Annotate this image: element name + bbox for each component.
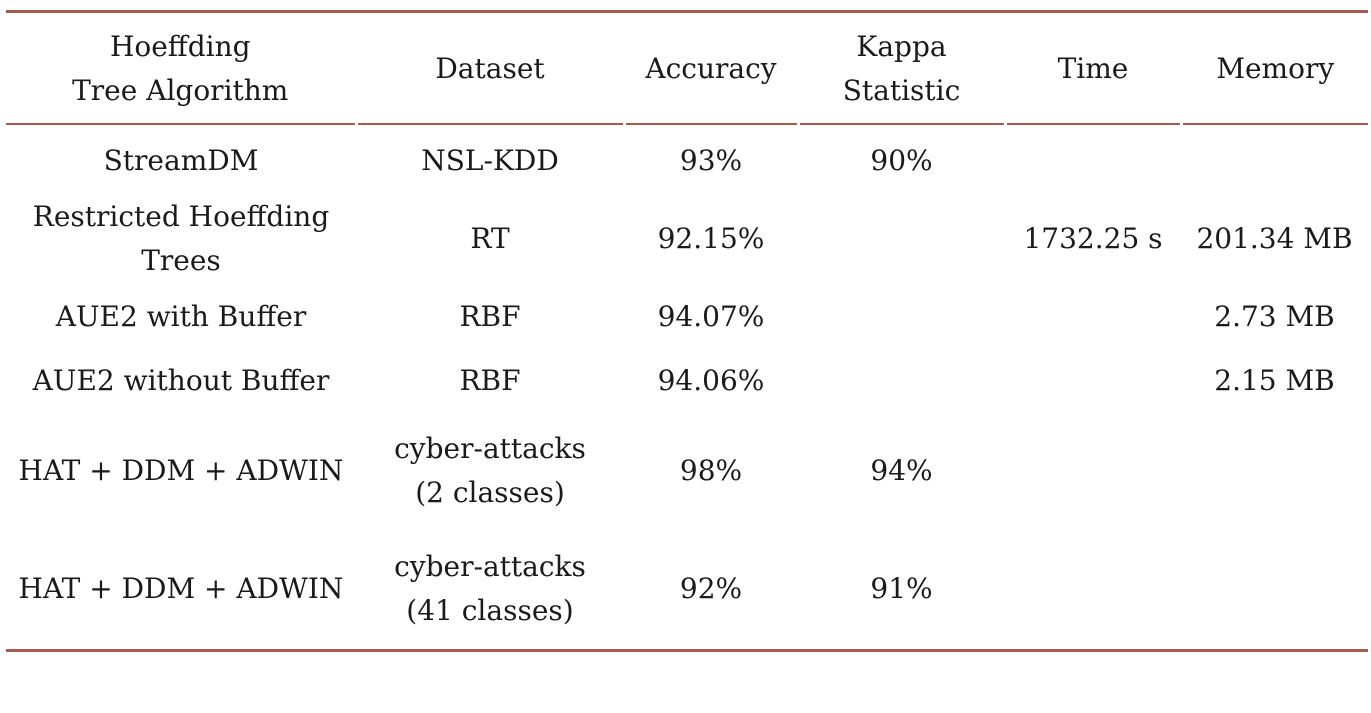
- table-row: StreamDM NSL-KDD 93% 90%: [6, 124, 1368, 193]
- table-row: AUE2 without Buffer RBF 94.06% 2.15 MB: [6, 349, 1368, 413]
- cell-time: [1005, 529, 1181, 652]
- cell-memory: [1181, 529, 1368, 652]
- header-kappa-statistic: Kappa Statistic: [796, 10, 1005, 125]
- table-body: StreamDM NSL-KDD 93% 90% Restricted Hoef…: [6, 124, 1368, 652]
- cell-dataset: RBF: [459, 364, 521, 397]
- cell-kappa: 90%: [870, 144, 933, 177]
- table-row: Restricted Hoeffding Trees RT 92.15% 173…: [6, 193, 1368, 285]
- cell-dataset: cyber-attacks (41 classes): [356, 529, 624, 652]
- cell-memory: [1181, 124, 1368, 193]
- cell-kappa: [798, 349, 1005, 413]
- cell-dataset: NSL-KDD: [421, 144, 559, 177]
- cell-algorithm: AUE2 with Buffer: [55, 300, 307, 333]
- cell-dataset: RBF: [459, 300, 521, 333]
- cell-algorithm: StreamDM: [103, 144, 259, 177]
- cell-time: [1005, 124, 1181, 193]
- header-time: Time: [1003, 10, 1181, 125]
- header-accuracy: Accuracy: [622, 10, 798, 125]
- cell-accuracy: 94.07%: [657, 300, 765, 333]
- table-row: AUE2 with Buffer RBF 94.07% 2.73 MB: [6, 285, 1368, 349]
- cell-dataset: RT: [470, 222, 510, 255]
- cell-algorithm: AUE2 without Buffer: [32, 364, 330, 397]
- cell-kappa: [798, 193, 1005, 285]
- cell-time: [1005, 285, 1181, 349]
- cell-memory: [1181, 413, 1368, 529]
- cell-algorithm: HAT + DDM + ADWIN: [18, 454, 344, 487]
- cell-memory: 2.15 MB: [1214, 364, 1335, 397]
- table-header: Hoeffding Tree Algorithm Dataset Accurac…: [6, 10, 1368, 125]
- header-algorithm: Hoeffding Tree Algorithm: [6, 10, 356, 125]
- cell-kappa: 91%: [798, 529, 1005, 652]
- cell-time: [1005, 349, 1181, 413]
- table-row: HAT + DDM + ADWIN cyber-attacks (41 clas…: [6, 529, 1368, 652]
- header-memory: Memory: [1179, 10, 1368, 125]
- hoeffding-tree-results-table: Hoeffding Tree Algorithm Dataset Accurac…: [6, 10, 1368, 652]
- cell-accuracy: 93%: [679, 144, 743, 177]
- cell-time: 1732.25 s: [1023, 222, 1163, 255]
- cell-algorithm: Restricted Hoeffding Trees: [32, 200, 330, 277]
- cell-kappa: [798, 285, 1005, 349]
- cell-memory: 2.73 MB: [1214, 300, 1335, 333]
- cell-time: [1005, 413, 1181, 529]
- cell-dataset: cyber-attacks (2 classes): [394, 432, 586, 509]
- cell-accuracy: 94.06%: [657, 364, 765, 397]
- header-dataset: Dataset: [354, 10, 624, 125]
- cell-accuracy: 98%: [679, 454, 743, 487]
- cell-algorithm: HAT + DDM + ADWIN: [6, 529, 356, 652]
- cell-accuracy: 92.15%: [657, 222, 765, 255]
- cell-kappa: 94%: [870, 454, 933, 487]
- results-table-container: Hoeffding Tree Algorithm Dataset Accurac…: [6, 10, 1368, 652]
- cell-accuracy: 92%: [624, 529, 798, 652]
- header-row: Hoeffding Tree Algorithm Dataset Accurac…: [6, 10, 1368, 125]
- table-row: HAT + DDM + ADWIN cyber-attacks (2 class…: [6, 413, 1368, 529]
- cell-memory: 201.34 MB: [1196, 222, 1353, 255]
